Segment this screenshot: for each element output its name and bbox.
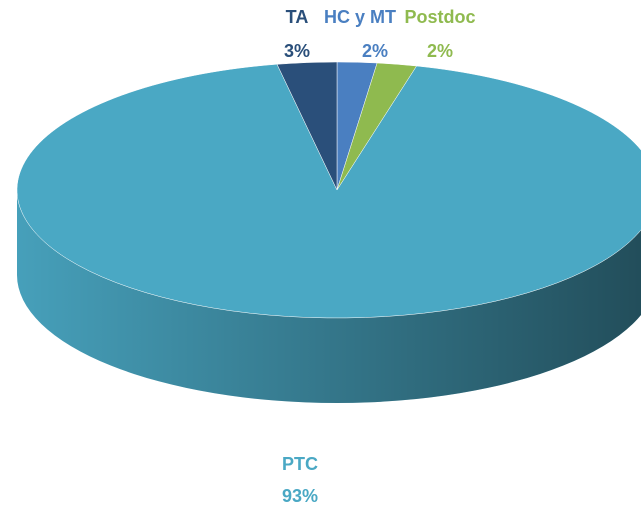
- slice-value-label: 2%: [362, 41, 388, 61]
- pie-sides: [17, 190, 641, 403]
- labels: HC y MT 2% Postdoc 2% PTC 93% TA 3%: [282, 7, 476, 506]
- slice-value-label: 3%: [284, 41, 310, 61]
- pie-side-shade: [17, 190, 641, 403]
- slice-value-label: 93%: [282, 486, 318, 506]
- slice-label: HC y MT: [324, 7, 396, 27]
- slice-label: PTC: [282, 454, 318, 474]
- pie-slice: [16, 64, 641, 319]
- pie-slice: [276, 61, 338, 191]
- slice-label: Postdoc: [404, 7, 475, 27]
- pie-tops: [16, 61, 641, 319]
- slice-value-label: 2%: [427, 41, 453, 61]
- slice-label: TA: [286, 7, 309, 27]
